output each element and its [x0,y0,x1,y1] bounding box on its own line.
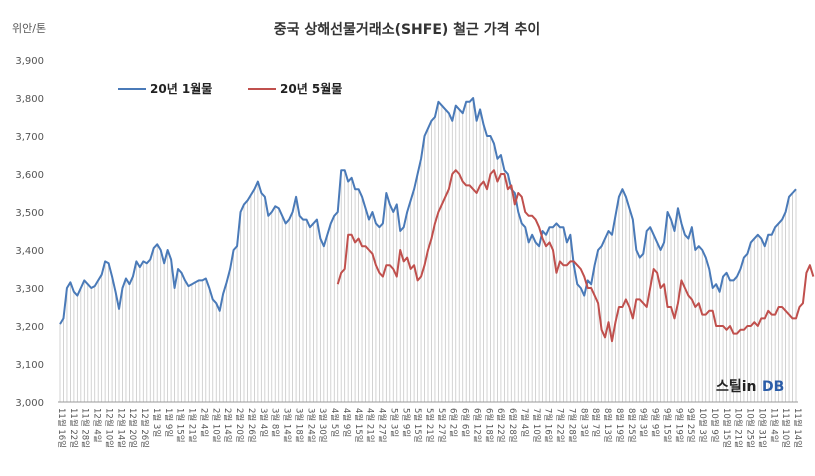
y-tick-label: 3,400 [15,246,44,257]
x-tick-label: 11월 10일 [780,408,791,448]
x-tick-label: 9월 3일 [638,408,649,437]
x-tick-label: 11월 4일 [768,408,779,443]
x-axis: 11월 16일 11월 22일 11월 28일 12월 4일 12월 10일 12월 14… [56,408,803,448]
vertical-grid [58,98,798,403]
x-tick-label: 11월 16일 [56,408,67,448]
x-tick-label: 8월 3일 [578,408,589,437]
chart-title: 중국 상해선물거래소(SHFE) 철근 가격 추이 [274,21,540,38]
x-tick-label: 11월 14일 [792,408,803,448]
x-tick-label: 7월 28일 [567,408,578,443]
y-axis-unit-label: 위안/톤 [12,22,46,35]
x-tick-label: 7월 16일 [543,408,554,443]
x-tick-label: 10월 9일 [709,408,720,443]
y-axis: 3,000 3,100 3,200 3,300 3,400 3,500 3,600 3,700… [15,56,44,409]
x-tick-label: 10월 25일 [745,408,756,448]
x-tick-label: 9월 25일 [685,408,696,443]
x-tick-label: 1월 15일 [175,408,186,443]
legend: 20년 1월물 20년 5월물 [118,81,342,96]
x-tick-label: 5월 3일 [388,408,399,437]
series-lines [59,97,815,343]
x-tick-label: 8월 25일 [626,408,637,443]
x-tick-label: 12월 4일 [92,408,103,443]
x-tick-label: 3월 8일 [270,408,281,437]
x-tick-label: 4월 15일 [353,408,364,443]
x-tick-label: 7월 4일 [519,408,530,437]
x-tick-label: 10월 31일 [756,408,767,448]
x-tick-label: 12월 14일 [115,408,126,448]
x-tick-label: 3월 4일 [258,408,269,437]
x-tick-label: 1월 3일 [151,408,162,437]
x-tick-label: 11월 22일 [68,408,79,448]
x-tick-label: 6월 28일 [507,408,518,443]
x-tick-label: 4월 21일 [365,408,376,443]
x-tick-label: 6월 2일 [448,408,459,437]
y-tick-label: 3,500 [15,208,44,219]
x-tick-label: 3월 30일 [317,408,328,443]
x-tick-label: 5월 9일 [400,408,411,437]
x-tick-label: 6월 6일 [460,408,471,437]
x-tick-label: 10월 3일 [697,408,708,443]
x-tick-label: 2월 10일 [210,408,221,443]
x-tick-label: 8월 7일 [590,408,601,437]
x-tick-label: 3월 14일 [282,408,293,443]
x-tick-label: 12월 26일 [139,408,150,448]
y-tick-label: 3,800 [15,94,44,105]
x-tick-label: 3월 18일 [293,408,304,443]
x-tick-label: 5월 15일 [412,408,423,443]
x-tick-label: 4월 9일 [341,408,352,437]
logo-text-steelin: 스틸in [716,379,757,395]
x-tick-label: 4월 27일 [377,408,388,443]
x-tick-label: 2월 4일 [199,408,210,437]
series-line-2 [336,169,815,343]
x-tick-label: 2월 14일 [222,408,233,443]
x-tick-label: 10월 15일 [721,408,732,448]
x-tick-label: 6월 18일 [483,408,494,443]
x-tick-label: 2월 26일 [246,408,257,443]
x-tick-label: 6월 22일 [495,408,506,443]
x-tick-label: 12월 10일 [104,408,115,448]
y-tick-label: 3,600 [15,170,44,181]
x-tick-label: 9월 15일 [661,408,672,443]
y-tick-label: 3,700 [15,132,44,143]
x-tick-label: 7월 22일 [555,408,566,443]
x-tick-label: 8월 19일 [614,408,625,443]
x-tick-label: 12월 20일 [127,408,138,448]
x-tick-label: 9월 19일 [673,408,684,443]
x-tick-label: 3월 24일 [305,408,316,443]
x-tick-label: 10월 21일 [733,408,744,448]
legend-label-series-1: 20년 1월물 [150,81,212,96]
steelin-db-logo: 스틸in DB [716,379,784,395]
y-tick-label: 3,300 [15,284,44,295]
x-tick-label: 2월 20일 [234,408,245,443]
x-tick-label: 9월 9일 [650,408,661,437]
x-tick-label: 4월 5일 [329,408,340,437]
series-line-1 [59,97,797,325]
x-tick-label: 1월 21일 [187,408,198,443]
y-tick-label: 3,200 [15,322,44,333]
x-tick-label: 5월 21일 [424,408,435,443]
legend-label-series-2: 20년 5월물 [280,81,342,96]
x-tick-label: 11월 28일 [80,408,91,448]
x-tick-label: 5월 27일 [436,408,447,443]
x-tick-label: 8월 13일 [602,408,613,443]
y-tick-label: 3,000 [15,398,44,409]
y-tick-label: 3,900 [15,56,44,67]
x-tick-label: 7월 10일 [531,408,542,443]
y-tick-label: 3,100 [15,360,44,371]
logo-text-db: DB [762,379,784,395]
x-tick-label: 6월 12일 [472,408,483,443]
x-tick-label: 1월 9일 [163,408,174,437]
